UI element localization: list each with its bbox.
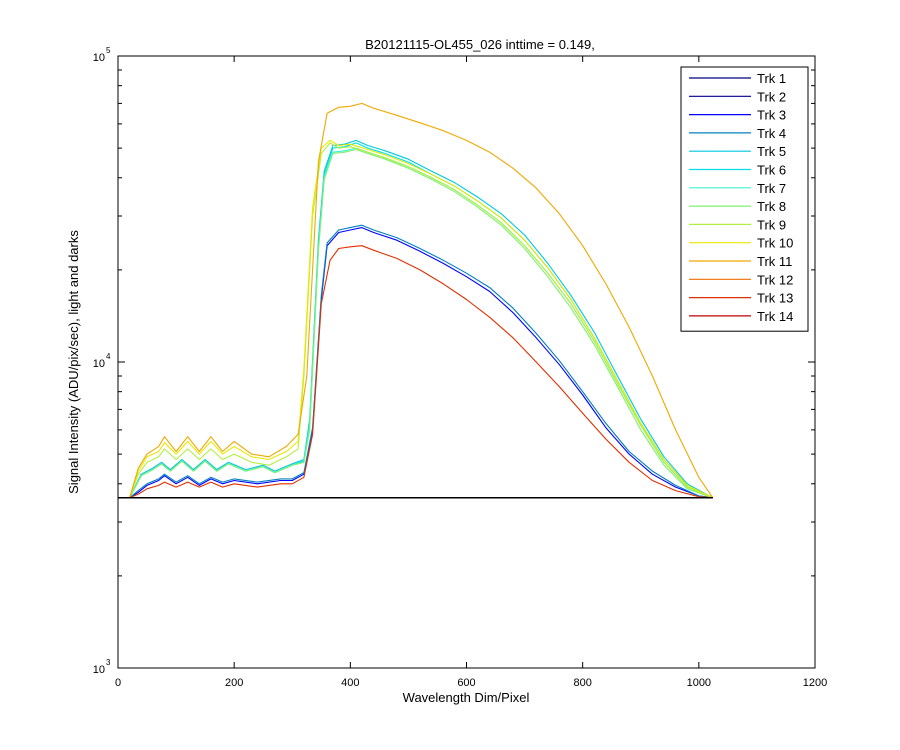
legend-label: Trk 7 xyxy=(757,181,786,196)
x-tick-label: 800 xyxy=(573,677,591,689)
legend: Trk 1 Trk 2 Trk 3 Trk 4 Trk 5 Trk 6 Trk 7 Trk 8… xyxy=(680,66,809,332)
legend-label: Trk 12 xyxy=(757,272,793,287)
legend-label: Trk 4 xyxy=(757,126,786,141)
y-tick-exponent: 4 xyxy=(106,352,111,361)
legend-label: Trk 5 xyxy=(757,144,786,159)
legend-label: Trk 8 xyxy=(757,199,786,214)
y-tick-label: 10 xyxy=(93,358,105,370)
x-tick-label: 1000 xyxy=(687,677,711,689)
y-tick-label: 10 xyxy=(93,52,105,64)
y-axis-title: Signal Intensity (ADU/pix/sec), light an… xyxy=(66,230,81,494)
x-tick-label: 600 xyxy=(457,677,475,689)
series-line xyxy=(118,227,713,499)
x-axis-title: Wavelength Dim/Pixel xyxy=(403,690,530,705)
series-line xyxy=(118,102,714,499)
chart-title: B20121115-OL455_026 inttime = 0.149, xyxy=(365,37,595,52)
legend-box xyxy=(680,66,809,332)
x-tick-label: 1200 xyxy=(803,677,827,689)
legend-label: Trk 2 xyxy=(757,89,786,104)
legend-label: Trk 3 xyxy=(757,108,786,123)
y-tick-exponent: 3 xyxy=(106,658,111,667)
series-layer xyxy=(118,102,714,499)
x-axis: 0 200 400 600 800 1000 1200 xyxy=(115,56,827,689)
series-line xyxy=(118,139,714,499)
series-line xyxy=(118,245,713,499)
legend-label: Trk 11 xyxy=(757,254,792,269)
legend-label: Trk 10 xyxy=(757,236,793,251)
legend-label: Trk 9 xyxy=(757,217,786,232)
y-tick-label: 10 xyxy=(93,664,105,676)
x-tick-label: 0 xyxy=(115,677,121,689)
legend-label: Trk 6 xyxy=(757,163,786,178)
x-tick-label: 200 xyxy=(225,677,243,689)
legend-label: Trk 14 xyxy=(757,309,793,324)
legend-label: Trk 1 xyxy=(757,71,786,86)
series-line xyxy=(118,139,714,499)
legend-label: Trk 13 xyxy=(757,291,793,306)
series-line xyxy=(118,148,713,499)
y-tick-exponent: 5 xyxy=(106,46,111,55)
x-tick-label: 400 xyxy=(341,677,359,689)
series-line xyxy=(118,224,713,499)
series-line xyxy=(118,142,714,499)
